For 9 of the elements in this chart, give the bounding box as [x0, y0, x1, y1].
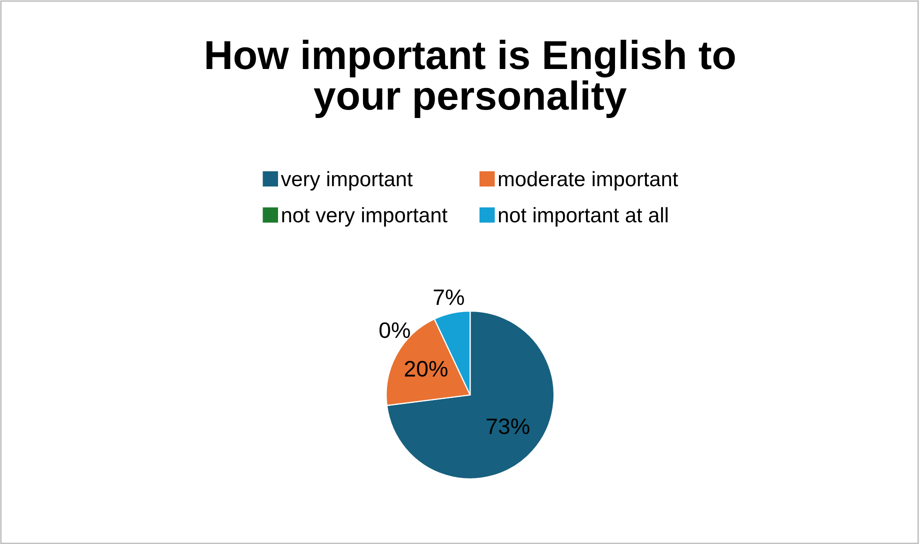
data-label: 20%	[404, 360, 448, 377]
legend-label: not important at all	[498, 207, 668, 227]
chart-title: How important is English to your personality	[206, 40, 735, 118]
legend-label: not very important	[282, 207, 448, 227]
text: 0%	[380, 322, 410, 338]
legend-label: very important	[280, 171, 413, 190]
legend-label: moderate important	[498, 171, 678, 190]
data-label: 7%	[434, 289, 464, 306]
data-label: 73%	[486, 418, 530, 434]
